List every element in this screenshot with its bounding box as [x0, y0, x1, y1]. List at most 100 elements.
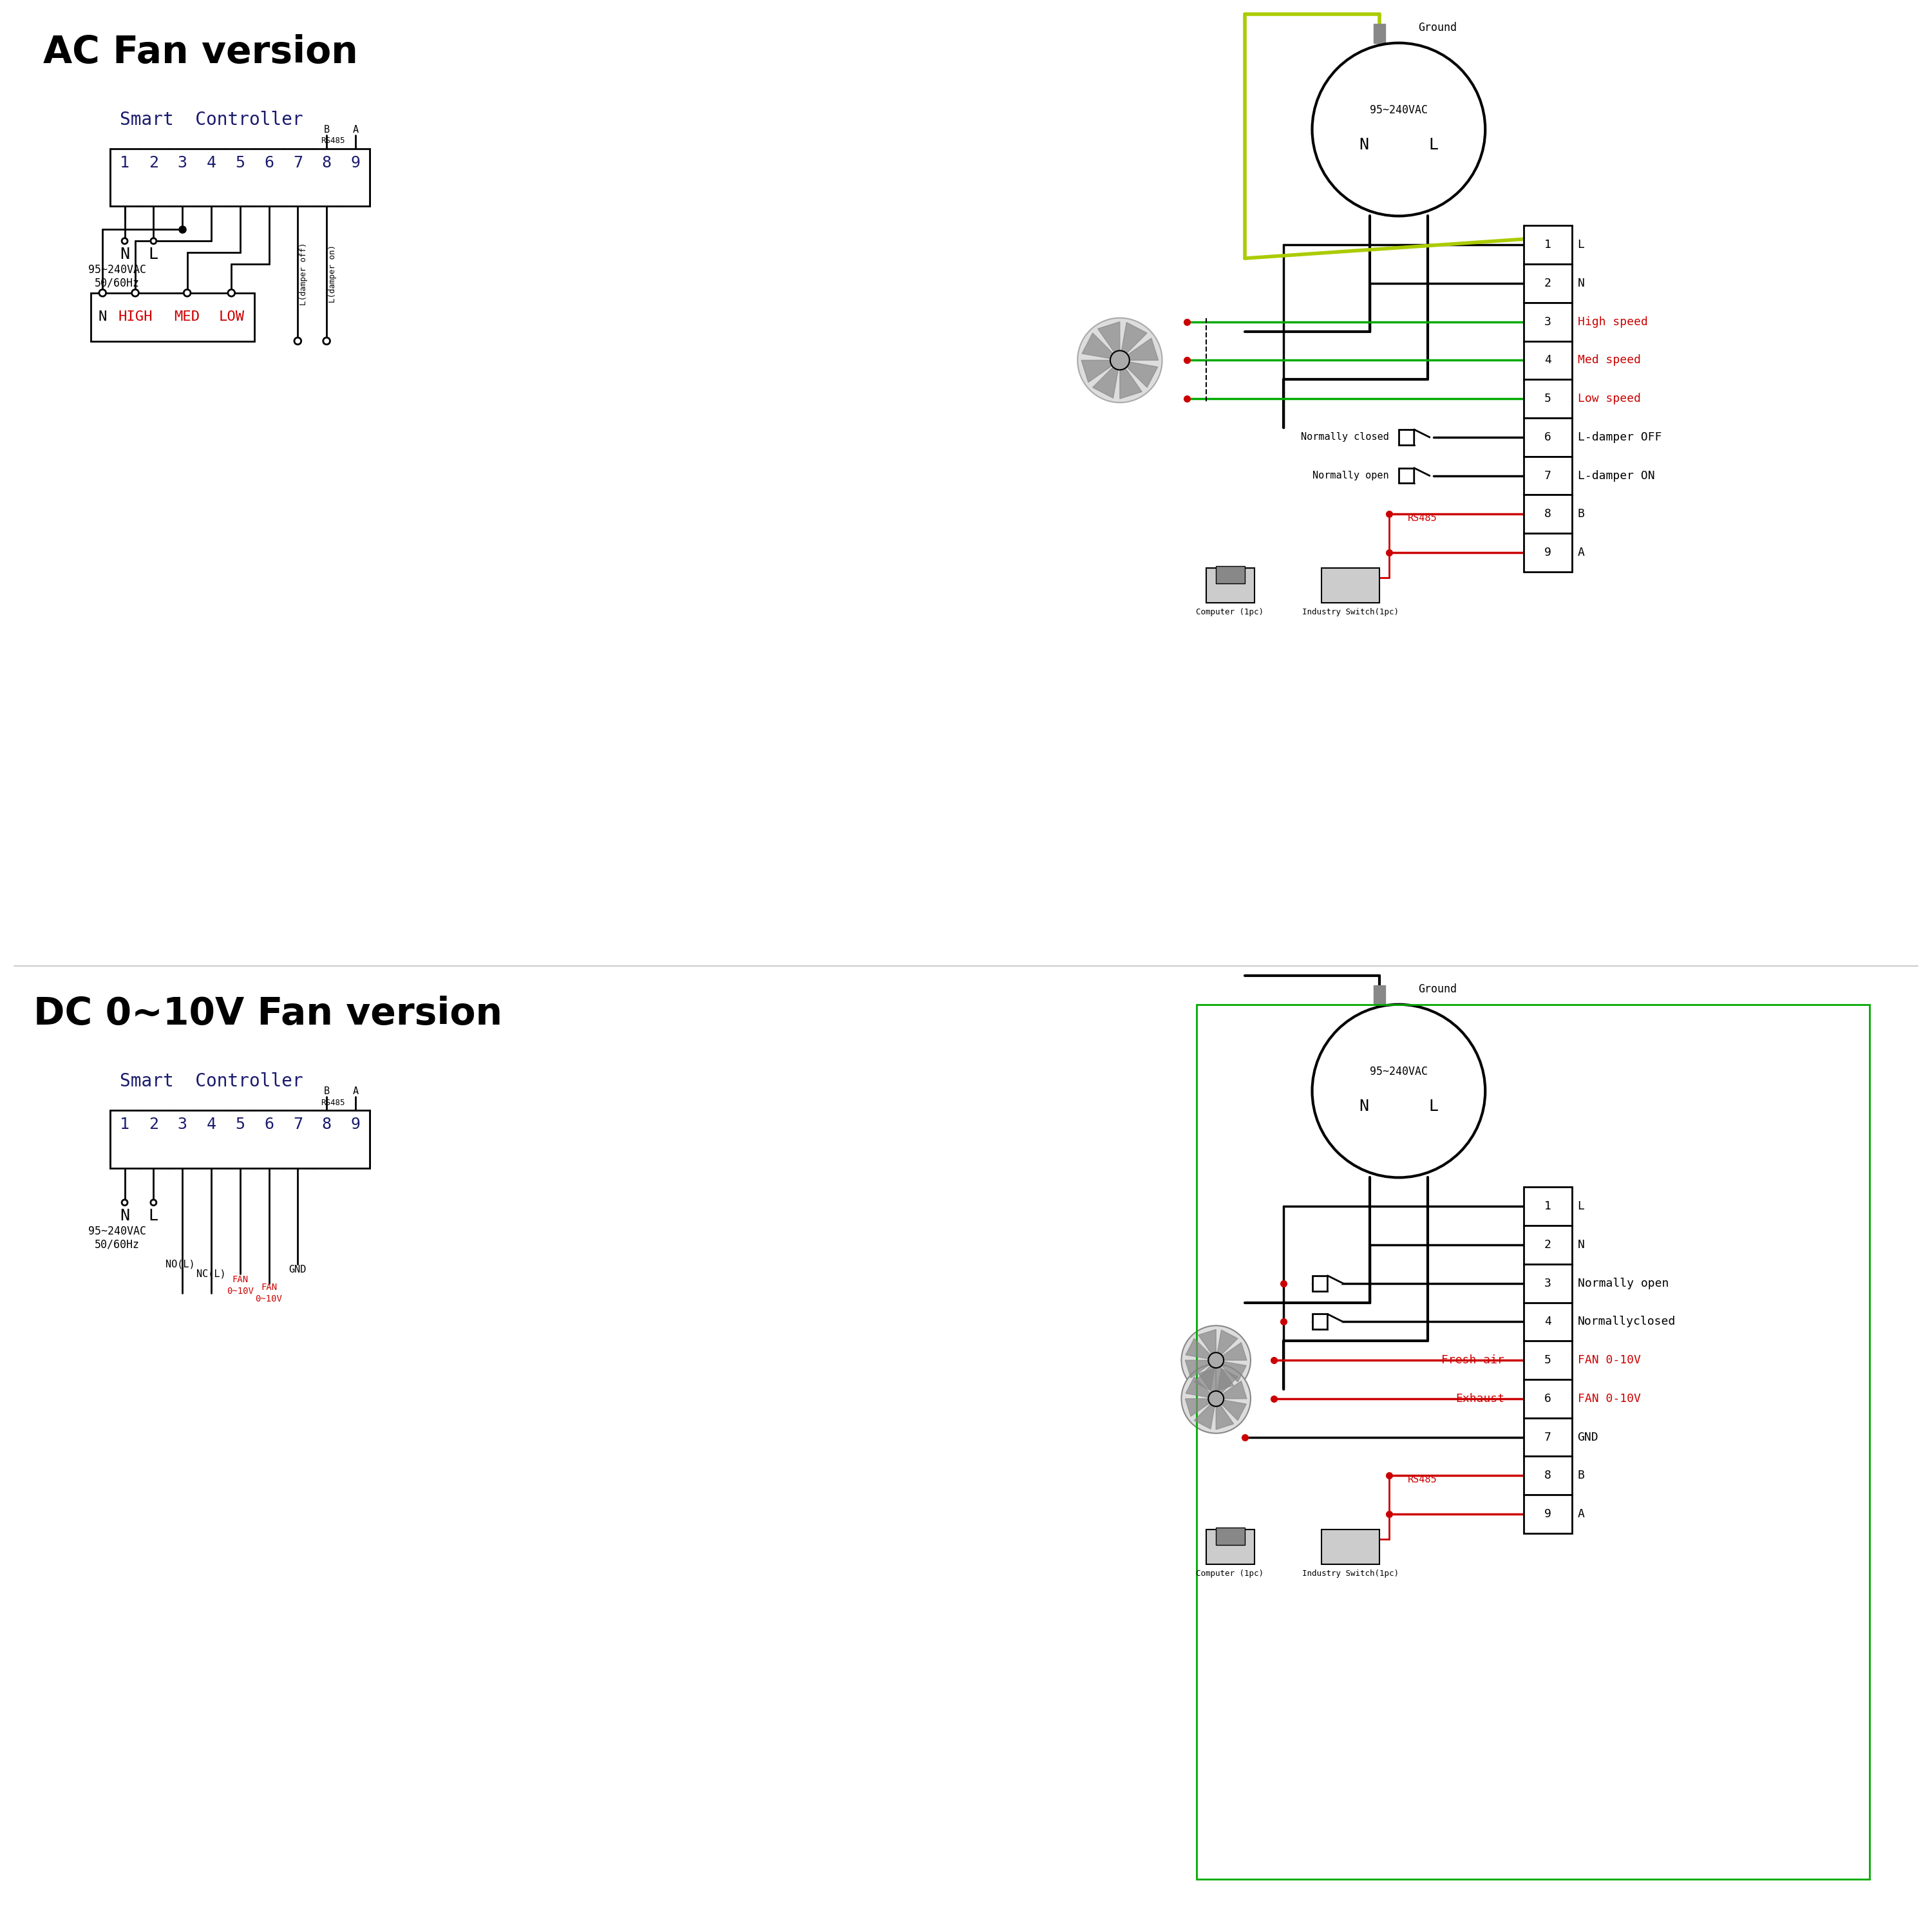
Text: 2: 2	[1544, 278, 1551, 290]
Text: L(damper on): L(damper on)	[328, 245, 336, 303]
Bar	[1215, 566, 1244, 583]
Text: 6: 6	[265, 155, 274, 170]
Circle shape	[151, 238, 156, 243]
Polygon shape	[1194, 1364, 1215, 1391]
Text: A: A	[1578, 547, 1584, 558]
Bar	[1312, 1275, 1327, 1291]
Text: N: N	[120, 247, 129, 263]
Bar	[1374, 23, 1385, 43]
Text: RS485: RS485	[321, 1099, 346, 1107]
Bar	[1524, 342, 1573, 379]
Bar	[1524, 1495, 1573, 1534]
Bar	[1524, 417, 1573, 456]
Bar	[1524, 1341, 1573, 1379]
Text: Med speed: Med speed	[1578, 354, 1640, 365]
Circle shape	[1208, 1352, 1223, 1368]
Text: HIGH: HIGH	[118, 311, 153, 323]
Bar	[91, 294, 255, 342]
Circle shape	[1180, 1364, 1250, 1434]
Circle shape	[122, 1200, 128, 1206]
Polygon shape	[1198, 1329, 1215, 1356]
Text: N: N	[1578, 1238, 1584, 1250]
Text: A: A	[352, 126, 357, 135]
Text: 5: 5	[1544, 1354, 1551, 1366]
Bar	[1215, 1528, 1244, 1546]
Text: Exhaust: Exhaust	[1455, 1393, 1505, 1405]
Text: 6: 6	[1544, 431, 1551, 442]
Text: L(damper off): L(damper off)	[299, 242, 307, 305]
Bar	[1524, 265, 1573, 303]
Text: 8: 8	[1544, 1470, 1551, 1482]
Polygon shape	[1124, 361, 1157, 388]
Text: 2: 2	[149, 155, 158, 170]
Text: B: B	[1578, 1470, 1584, 1482]
Circle shape	[1208, 1391, 1223, 1406]
Text: NO(L): NO(L)	[166, 1260, 195, 1269]
Text: 50/60Hz: 50/60Hz	[95, 1238, 139, 1250]
Polygon shape	[1121, 323, 1148, 355]
Text: 9: 9	[1544, 1509, 1551, 1520]
Polygon shape	[1097, 323, 1121, 355]
Text: 3: 3	[1544, 317, 1551, 328]
Bar	[1321, 1530, 1379, 1565]
Text: L-damper OFF: L-damper OFF	[1578, 431, 1662, 442]
Text: Industry Switch(1pc): Industry Switch(1pc)	[1302, 609, 1399, 616]
Text: GND: GND	[290, 1265, 307, 1275]
Bar	[1399, 468, 1414, 483]
Circle shape	[184, 290, 191, 296]
Polygon shape	[1082, 359, 1115, 383]
Text: 95~240VAC: 95~240VAC	[89, 265, 147, 276]
Circle shape	[1180, 1325, 1250, 1395]
Text: A: A	[1578, 1509, 1584, 1520]
Text: 7: 7	[1544, 469, 1551, 481]
Circle shape	[1078, 319, 1163, 402]
Circle shape	[122, 238, 128, 243]
Bar	[1206, 568, 1254, 603]
Bar	[1524, 1186, 1573, 1225]
Text: L: L	[149, 1208, 158, 1223]
Bar	[1312, 1314, 1327, 1329]
Text: 95~240VAC: 95~240VAC	[1370, 1066, 1428, 1078]
Text: 1: 1	[1544, 1200, 1551, 1211]
Text: 3: 3	[178, 155, 187, 170]
Text: L: L	[1578, 240, 1584, 251]
Text: 1: 1	[120, 155, 129, 170]
Text: Industry Switch(1pc): Industry Switch(1pc)	[1302, 1569, 1399, 1578]
Bar	[1196, 1005, 1870, 1880]
Text: 3: 3	[1544, 1277, 1551, 1289]
Bar	[110, 1111, 369, 1169]
Polygon shape	[1219, 1381, 1246, 1399]
Polygon shape	[1217, 1329, 1238, 1356]
Text: 50/60Hz: 50/60Hz	[95, 278, 139, 290]
Text: L: L	[1428, 137, 1437, 153]
Circle shape	[131, 290, 139, 296]
Text: L: L	[1578, 1200, 1584, 1211]
Polygon shape	[1194, 1403, 1215, 1430]
Text: 8: 8	[1544, 508, 1551, 520]
Text: Normally closed: Normally closed	[1300, 433, 1389, 442]
Text: FAN 0-10V: FAN 0-10V	[1578, 1393, 1640, 1405]
Text: 3: 3	[178, 1117, 187, 1132]
Text: Smart  Controller: Smart Controller	[120, 1072, 303, 1090]
Text: 9: 9	[1544, 547, 1551, 558]
Bar	[1524, 1302, 1573, 1341]
Text: 4: 4	[1544, 1316, 1551, 1327]
Bar	[1524, 1418, 1573, 1457]
Polygon shape	[1094, 365, 1119, 398]
Text: FAN: FAN	[261, 1283, 276, 1293]
Text: L: L	[1428, 1099, 1437, 1115]
Text: N: N	[99, 311, 106, 323]
Text: LOW: LOW	[218, 311, 243, 323]
Bar	[1524, 303, 1573, 342]
Circle shape	[294, 338, 301, 344]
Bar	[1374, 985, 1385, 1005]
Text: 5: 5	[236, 1117, 245, 1132]
Bar	[1524, 379, 1573, 417]
Text: 8: 8	[323, 1117, 332, 1132]
Text: 5: 5	[236, 155, 245, 170]
Text: Normally open: Normally open	[1312, 471, 1389, 481]
Text: N: N	[1578, 278, 1584, 290]
Bar	[1524, 1457, 1573, 1495]
Text: Ground: Ground	[1418, 21, 1457, 33]
Text: FAN 0-10V: FAN 0-10V	[1578, 1354, 1640, 1366]
